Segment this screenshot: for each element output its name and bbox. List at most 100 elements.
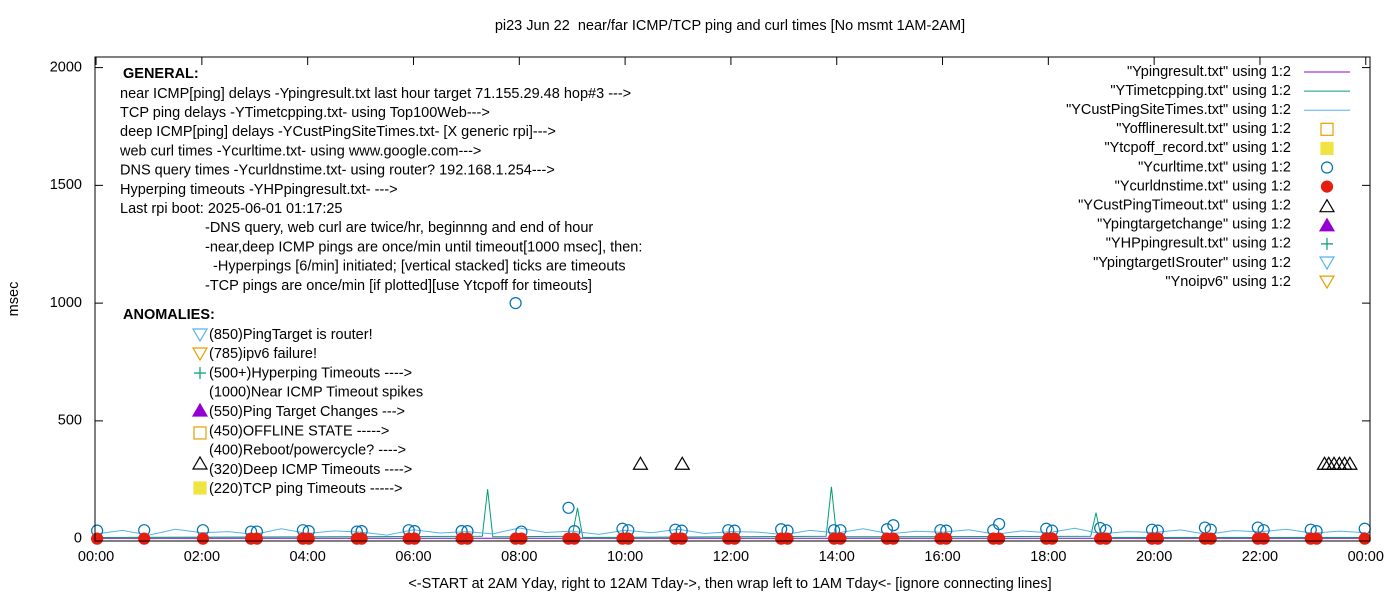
marker [1341, 456, 1358, 470]
annotation: (785)ipv6 failure! [209, 346, 317, 362]
marker [509, 297, 522, 310]
symbol [191, 328, 209, 343]
annotation: Hyperping timeouts -YHPpingresult.txt- -… [120, 182, 398, 198]
marker [562, 501, 575, 514]
x-tick-label: 00:00 [78, 549, 114, 565]
marker [674, 456, 691, 470]
annotation: (550)Ping Target Changes ---> [209, 404, 405, 420]
marker [138, 532, 151, 545]
x-tick-label: 20:00 [1136, 549, 1172, 565]
legend-label: "YHPpingresult.txt" using 1:2 [1106, 236, 1291, 252]
marker [1310, 532, 1323, 545]
symbol [191, 347, 209, 362]
anomaly-symbols [191, 328, 209, 495]
annotation: web curl times -Ycurltime.txt- using www… [119, 143, 481, 159]
chart-title: pi23 Jun 22 near/far ICMP/TCP ping and c… [495, 18, 965, 34]
marker [993, 517, 1006, 531]
marker [196, 532, 210, 545]
marker [728, 532, 741, 545]
marker [568, 532, 581, 545]
marker [1045, 532, 1059, 545]
annotation: -Hyperpings [6/min] initiated; [vertical… [205, 259, 626, 275]
marker [355, 532, 368, 545]
legend-swatch [1320, 180, 1334, 193]
legend-swatch [1320, 141, 1334, 155]
annotation: (400)Reboot/powercycle? ----> [209, 443, 406, 459]
annotation: (500+)Hyperping Timeouts ----> [209, 365, 412, 381]
marker [91, 532, 104, 545]
legend-swatch [1320, 122, 1334, 136]
y-tick-label: 0 [74, 530, 82, 546]
marker [302, 532, 315, 545]
legend-swatch [1318, 275, 1336, 290]
y-axis-label: msec [6, 282, 22, 317]
annotation: (220)TCP ping Timeouts -----> [209, 481, 403, 497]
marker [675, 532, 688, 545]
x-tick-label: 06:00 [395, 549, 431, 565]
annotation: -near,deep ICMP pings are once/min until… [205, 239, 642, 255]
general-heading: GENERAL: [123, 66, 199, 82]
x-tick-label: 10:00 [607, 549, 643, 565]
marker [1358, 532, 1371, 545]
x-tick-label: 12:00 [713, 549, 749, 565]
legend-label: "Ynoipv6" using 1:2 [1165, 274, 1291, 290]
legend-label: "Ypingtargetchange" using 1:2 [1097, 217, 1291, 233]
x-tick-label: 14:00 [819, 549, 855, 565]
annotation: TCP ping delays -YTimetcpping.txt- using… [120, 105, 490, 121]
legend-label: "Ytcpoff_record.txt" using 1:2 [1104, 140, 1291, 156]
marker [1204, 532, 1217, 545]
annotation: DNS query times -Ycurldnstime.txt- using… [120, 163, 555, 179]
plot-frame [94, 56, 1371, 542]
symbol [194, 367, 206, 379]
annotation: deep ICMP[ping] delays -YCustPingSiteTim… [120, 124, 556, 140]
legend-label: "YpingtargetISrouter" using 1:2 [1093, 255, 1291, 271]
x-tick-label: 00:00 [1348, 549, 1384, 565]
marker [515, 532, 528, 545]
annotation: (850)PingTarget is router! [209, 327, 373, 343]
legend-label: "Ycurltime.txt" using 1:2 [1138, 159, 1291, 175]
marker [1151, 532, 1164, 545]
marker [408, 532, 421, 545]
legend-swatch [1318, 256, 1336, 271]
legend-swatch [1318, 217, 1336, 232]
x-tick-label: 04:00 [290, 549, 326, 565]
marker [834, 532, 847, 545]
x-tick-label: 02:00 [184, 549, 220, 565]
y-tick-label: 1000 [50, 295, 82, 311]
marker [887, 519, 900, 532]
legend-label: "Yofflineresult.txt" using 1:2 [1116, 121, 1291, 137]
y-tick-label: 1500 [50, 177, 82, 193]
legend-label: "YCustPingTimeout.txt" using 1:2 [1078, 198, 1291, 214]
marker [887, 532, 900, 545]
symbol [191, 455, 209, 470]
marker [1099, 532, 1113, 545]
series-line [96, 486, 1366, 539]
annotation: near ICMP[ping] delays -Ypingresult.txt … [120, 86, 631, 102]
marker [622, 532, 635, 545]
symbol [191, 402, 209, 417]
marker [1257, 532, 1270, 545]
y-tick-label: 2000 [50, 59, 82, 75]
x-axis-label: <-START at 2AM Yday, right to 12AM Tday-… [408, 576, 1051, 592]
symbol [193, 426, 207, 440]
legend-label: "YTimetcpping.txt" using 1:2 [1110, 83, 1291, 99]
x-tick-label: 22:00 [1242, 549, 1278, 565]
marker [940, 532, 953, 545]
legend-label: "Ycurldnstime.txt" using 1:2 [1115, 178, 1291, 194]
marker [632, 456, 649, 470]
symbol [193, 481, 207, 495]
legend-label: "Ypingresult.txt" using 1:2 [1127, 64, 1291, 80]
marker [250, 532, 263, 545]
annotation: (1000)Near ICMP Timeout spikes [209, 385, 423, 401]
annotation: -TCP pings are once/min [if plotted][use… [205, 278, 592, 294]
anomalies-heading: ANOMALIES: [123, 307, 215, 323]
marker [993, 532, 1006, 545]
marker [781, 532, 794, 545]
x-tick-label: 16:00 [924, 549, 960, 565]
annotation: Last rpi boot: 2025-06-01 01:17:25 [120, 201, 343, 217]
legend-swatch [1320, 161, 1334, 174]
legend-swatch [1318, 198, 1336, 213]
y-tick-label: 500 [58, 413, 82, 429]
